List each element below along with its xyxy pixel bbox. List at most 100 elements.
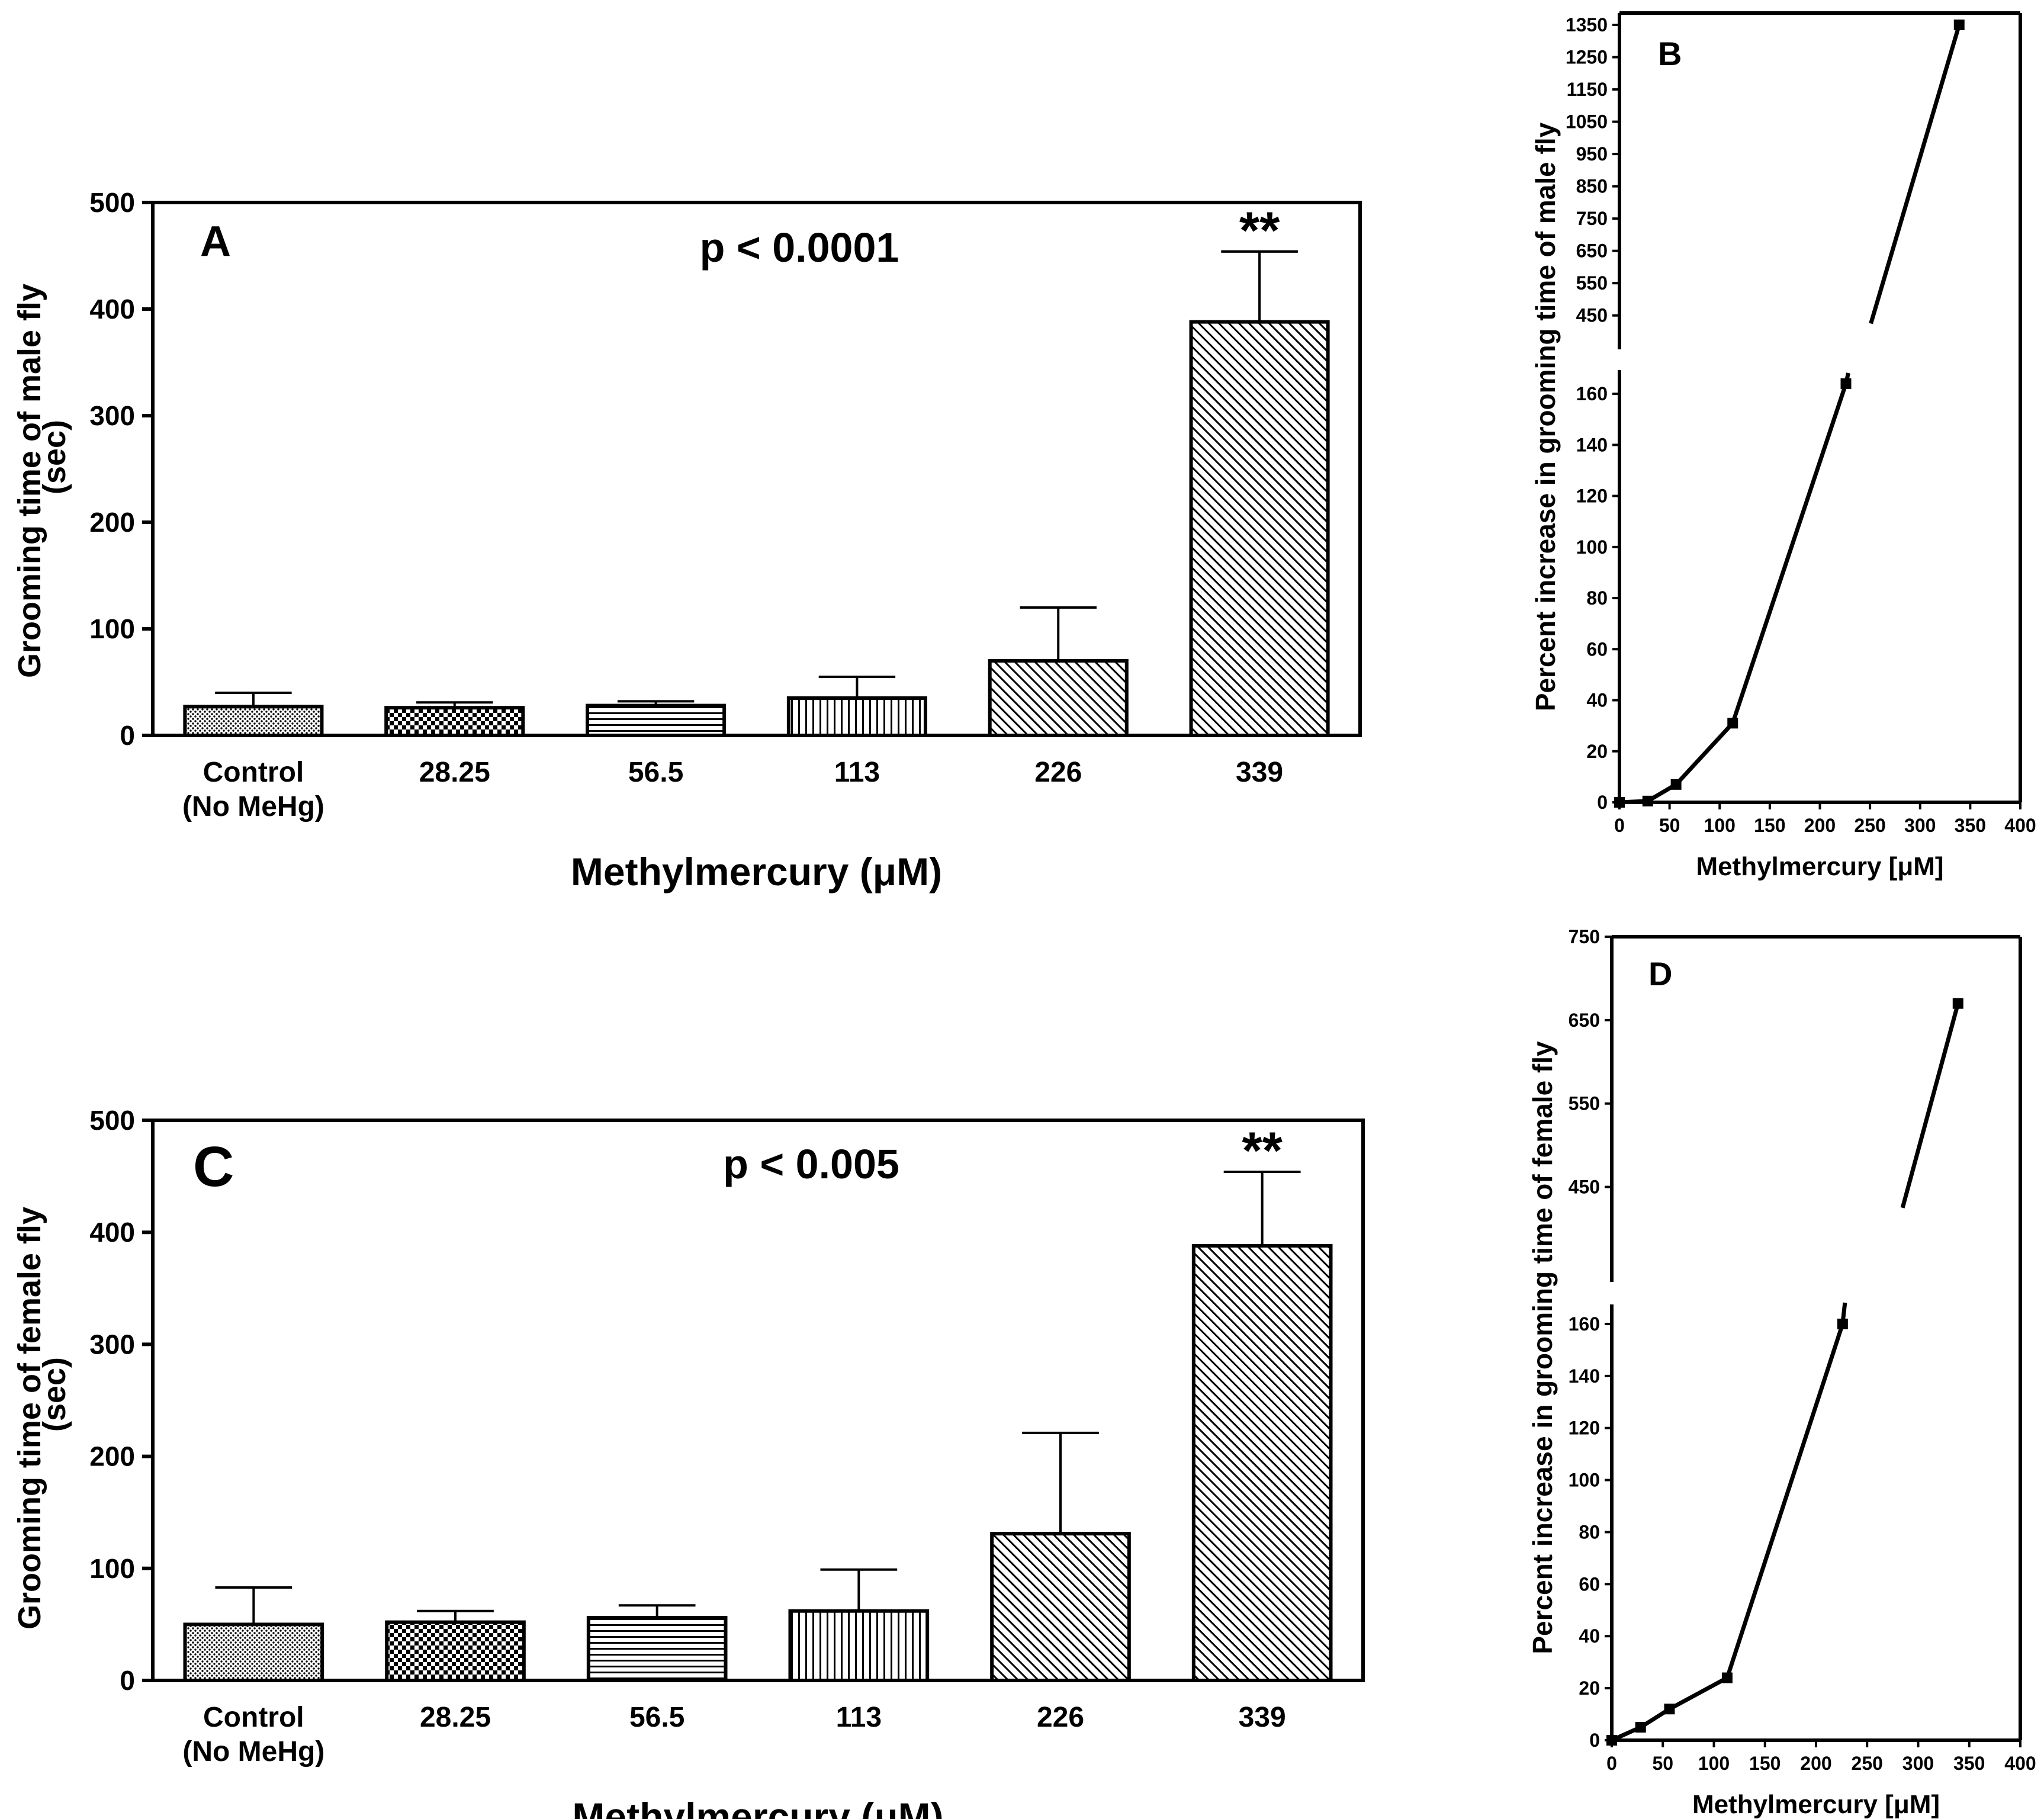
y-tick-label-lower: 0 bbox=[1589, 1730, 1600, 1751]
bar bbox=[1189, 320, 1330, 737]
y-tick-label-upper: 550 bbox=[1569, 1093, 1600, 1114]
data-point bbox=[1721, 1672, 1733, 1683]
x-tick-label: 339 bbox=[1236, 757, 1283, 788]
y-axis-title: Percent increase in grooming time of mal… bbox=[1530, 122, 1561, 711]
y-tick-label-upper: 750 bbox=[1576, 208, 1608, 229]
x-axis-title: Methylmercury [μM] bbox=[1692, 1790, 1940, 1819]
p-value-annotation: p < 0.005 bbox=[723, 1141, 899, 1187]
x-tick-label: (No MeHg) bbox=[182, 1736, 324, 1767]
x-tick-label: Control bbox=[203, 757, 304, 788]
data-point bbox=[1614, 797, 1625, 808]
chart-panel-c: 0 100 200 300 400 500 Control(No MeHg) 28.25 56.… bbox=[12, 1105, 1365, 1819]
x-axis-title: Methylmercury (μM) bbox=[571, 850, 942, 894]
chart-panel-d: 450 550 650 750 0 20 40 60 80 100 120 140 160 0 50 100 1… bbox=[1527, 926, 2036, 1819]
y-tick-label-upper: 650 bbox=[1569, 1010, 1600, 1031]
y-tick-label: 300 bbox=[89, 400, 135, 431]
y-tick-label-lower: 80 bbox=[1579, 1521, 1600, 1542]
x-tick-label: 300 bbox=[1902, 1753, 1934, 1774]
x-tick-label: 250 bbox=[1852, 1753, 1883, 1774]
x-tick-label: 56.5 bbox=[629, 1702, 684, 1733]
series-line-upper bbox=[1900, 1002, 1961, 1209]
x-tick-label: (No MeHg) bbox=[182, 791, 324, 822]
data-point bbox=[1953, 20, 1965, 30]
x-tick-label: 50 bbox=[1652, 1753, 1673, 1774]
y-tick-label-lower: 160 bbox=[1576, 383, 1608, 404]
bar bbox=[1191, 1243, 1333, 1683]
bar bbox=[990, 1532, 1131, 1682]
y-tick-label: 200 bbox=[89, 507, 135, 538]
bar bbox=[586, 1616, 728, 1683]
plot-frame bbox=[151, 201, 1362, 737]
y-axis-title-unit: (sec) bbox=[37, 1357, 72, 1432]
x-tick-label: 250 bbox=[1854, 815, 1885, 836]
series-line-upper bbox=[1869, 24, 1962, 324]
x-tick-label: 100 bbox=[1698, 1753, 1730, 1774]
y-tick-label: 400 bbox=[89, 294, 135, 324]
x-tick-label: 56.5 bbox=[628, 757, 683, 788]
panel-letter: C bbox=[193, 1135, 234, 1198]
data-point bbox=[1606, 1735, 1617, 1746]
x-tick-label: 226 bbox=[1037, 1702, 1084, 1733]
significance-marker: ** bbox=[1242, 1121, 1283, 1180]
y-tick-label-upper: 1350 bbox=[1566, 14, 1608, 36]
x-tick-label: Control bbox=[203, 1702, 304, 1733]
panel-letter: D bbox=[1648, 955, 1672, 992]
data-point bbox=[1642, 795, 1653, 806]
y-tick-label: 200 bbox=[89, 1441, 135, 1472]
data-point bbox=[1670, 779, 1682, 790]
y-tick-label-lower: 140 bbox=[1576, 434, 1608, 455]
data-point bbox=[1635, 1722, 1646, 1733]
y-tick-label-upper: 450 bbox=[1569, 1177, 1600, 1198]
y-tick-label-lower: 60 bbox=[1586, 638, 1608, 660]
x-tick-label: 28.25 bbox=[420, 1702, 491, 1733]
y-tick-label-upper: 450 bbox=[1576, 305, 1608, 326]
y-tick-label-upper: 550 bbox=[1576, 272, 1608, 294]
y-tick-label-upper: 1050 bbox=[1566, 111, 1608, 133]
series-line-lower bbox=[1619, 372, 1850, 805]
bar bbox=[788, 1609, 930, 1683]
y-tick-label-upper: 850 bbox=[1576, 176, 1608, 197]
y-tick-label-lower: 120 bbox=[1569, 1418, 1600, 1439]
chart-panel-b: 450 550 650 750 850 950 1050 1150 1250 1350 0 20 40 6… bbox=[1530, 11, 2036, 881]
x-axis-title: Methylmercury (μM) bbox=[572, 1795, 943, 1819]
plot-frame bbox=[151, 1119, 1365, 1682]
bar bbox=[586, 703, 727, 737]
x-tick-label: 0 bbox=[1614, 815, 1625, 836]
x-tick-label: 0 bbox=[1606, 1753, 1617, 1774]
y-tick-label-lower: 60 bbox=[1579, 1573, 1600, 1595]
data-point bbox=[1837, 1318, 1848, 1329]
bar bbox=[183, 1622, 324, 1682]
x-tick-label: 400 bbox=[2004, 1753, 2036, 1774]
x-tick-label: 200 bbox=[1800, 1753, 1831, 1774]
y-axis-title: Grooming time of female fly bbox=[12, 1207, 47, 1630]
x-tick-label: 400 bbox=[2004, 815, 2036, 836]
bar bbox=[384, 706, 525, 737]
x-tick-label: 350 bbox=[1953, 1753, 1985, 1774]
data-point bbox=[1952, 998, 1963, 1009]
x-tick-label: 339 bbox=[1239, 1702, 1286, 1733]
y-tick-label-lower: 80 bbox=[1586, 587, 1608, 609]
y-tick-label-lower: 0 bbox=[1597, 792, 1608, 813]
x-tick-label: 200 bbox=[1804, 815, 1836, 836]
y-tick-label-upper: 750 bbox=[1569, 926, 1600, 947]
y-tick-label-lower: 40 bbox=[1579, 1625, 1600, 1647]
x-tick-label: 226 bbox=[1034, 757, 1082, 788]
x-tick-label: 350 bbox=[1955, 815, 1986, 836]
y-axis-title: Grooming time of male fly bbox=[12, 284, 47, 678]
y-tick-label-upper: 1250 bbox=[1566, 47, 1608, 68]
x-tick-label: 100 bbox=[1704, 815, 1736, 836]
y-tick-label-lower: 140 bbox=[1569, 1365, 1600, 1387]
y-tick-label: 300 bbox=[89, 1329, 135, 1360]
y-tick-label-lower: 100 bbox=[1576, 536, 1608, 558]
y-tick-label: 100 bbox=[89, 613, 135, 644]
x-tick-label: 150 bbox=[1749, 1753, 1781, 1774]
y-tick-label-lower: 20 bbox=[1586, 741, 1608, 762]
y-axis-title: Percent increase in grooming time of fem… bbox=[1527, 1041, 1558, 1654]
y-tick-label: 500 bbox=[89, 1105, 135, 1136]
significance-marker: ** bbox=[1239, 201, 1280, 259]
y-tick-label-lower: 160 bbox=[1569, 1313, 1600, 1335]
p-value-annotation: p < 0.0001 bbox=[700, 224, 899, 271]
bar bbox=[988, 659, 1129, 737]
x-axis-title: Methylmercury [μM] bbox=[1696, 852, 1943, 881]
